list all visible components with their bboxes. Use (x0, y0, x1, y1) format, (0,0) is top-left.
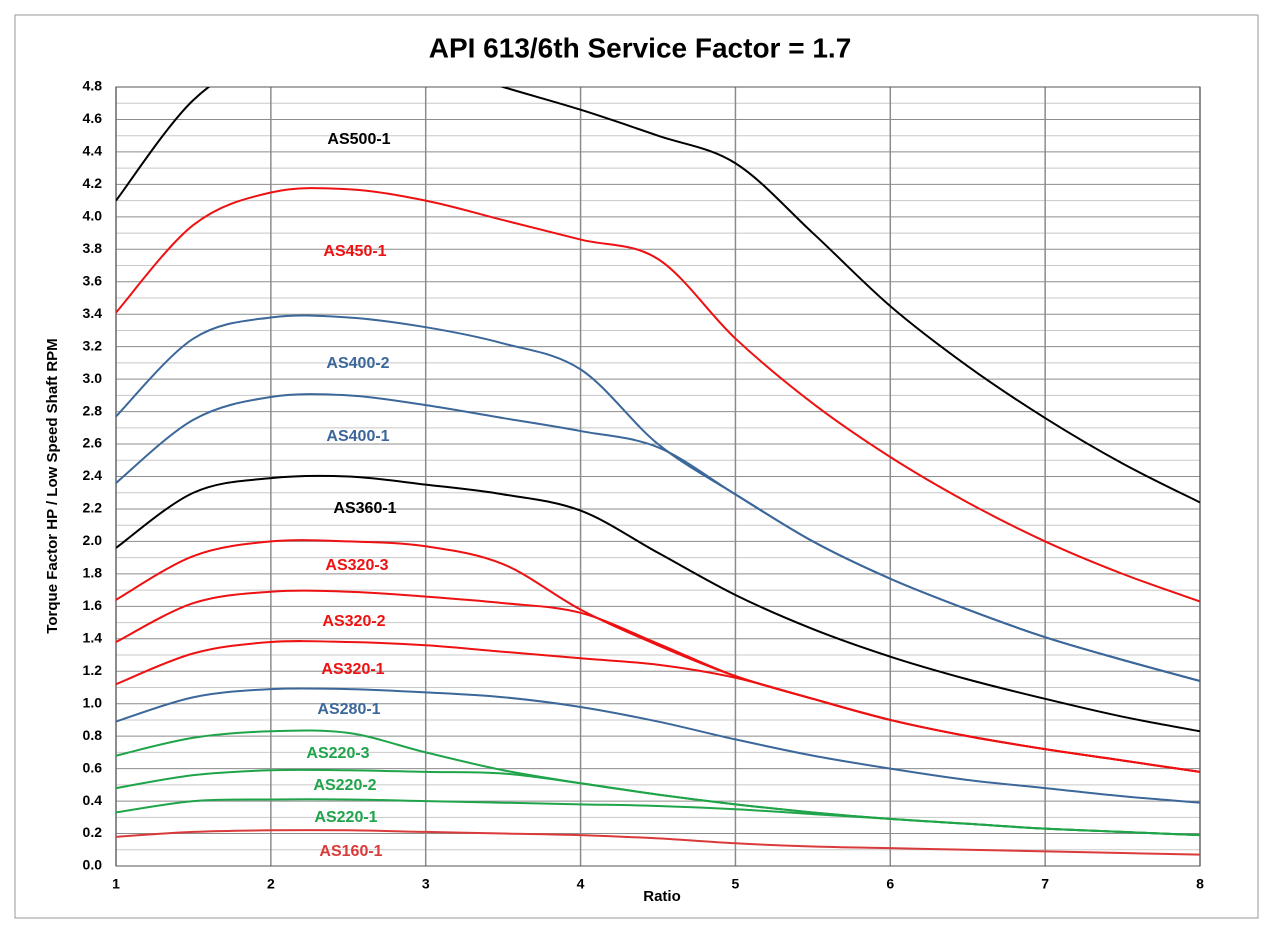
y-tick-label: 1.4 (83, 629, 103, 645)
series-label: AS160-1 (319, 843, 382, 860)
series-line (116, 640, 1200, 773)
y-tick-label: 2.2 (83, 500, 103, 516)
y-tick-label: 0.0 (83, 857, 103, 873)
x-tick-label: 1 (112, 876, 120, 892)
series-label: AS280-1 (317, 701, 380, 718)
y-tick-label: 2.0 (83, 532, 103, 548)
series-line (116, 187, 1200, 603)
plot-lines (116, 87, 1200, 856)
chart-frame (14, 14, 1259, 919)
series-label: AS400-2 (326, 355, 389, 372)
y-axis-label: Torque Factor HP / Low Speed Shaft RPM (44, 338, 61, 633)
y-tick-label: 1.8 (83, 565, 103, 581)
series-label: AS320-3 (325, 557, 388, 574)
series-line (116, 87, 1200, 504)
series-line (116, 687, 1200, 804)
y-tick-label: 2.6 (83, 435, 103, 451)
y-tick-label: 4.0 (83, 208, 103, 224)
series-label: AS320-1 (321, 661, 384, 678)
y-tick-label: 2.4 (83, 467, 103, 483)
x-tick-label: 4 (577, 876, 585, 892)
y-tick-label: 0.6 (83, 759, 103, 775)
y-tick-label: 0.8 (83, 727, 103, 743)
y-tick-label: 4.2 (83, 175, 103, 191)
series-label: AS360-1 (333, 500, 396, 517)
y-tick-label: 4.8 (83, 78, 103, 94)
y-tick-label: 4.6 (83, 110, 103, 126)
x-tick-label: 2 (267, 876, 275, 892)
y-tick-label: 3.4 (83, 305, 103, 321)
x-tick-label: 7 (1041, 876, 1049, 892)
series-label: AS320-2 (322, 613, 385, 630)
y-tick-label: 4.4 (83, 143, 103, 159)
series-label: AS220-1 (314, 809, 377, 826)
y-tick-label: 0.4 (83, 792, 103, 808)
series-label: AS450-1 (323, 243, 386, 260)
y-tick-label: 1.0 (83, 694, 103, 710)
y-tick-label: 1.6 (83, 597, 103, 613)
y-tick-label: 3.0 (83, 370, 103, 386)
series-label: AS400-1 (326, 428, 389, 445)
x-tick-label: 5 (732, 876, 740, 892)
y-tick-label: 2.8 (83, 402, 103, 418)
y-tick-label: 1.2 (83, 662, 103, 678)
x-tick-label: 3 (422, 876, 430, 892)
y-tick-label: 0.2 (83, 824, 103, 840)
y-tick-label: 3.8 (83, 240, 103, 256)
x-tick-label: 6 (886, 876, 894, 892)
chart-title: API 613/6th Service Factor = 1.7 (429, 32, 852, 63)
series-line (116, 829, 1200, 856)
series-label: AS220-2 (313, 777, 376, 794)
series-label: AS220-3 (306, 745, 369, 762)
series-line (116, 393, 1200, 682)
series-line (116, 798, 1200, 837)
x-tick-label: 8 (1196, 876, 1204, 892)
y-tick-label: 3.2 (83, 337, 103, 353)
plot-border (115, 86, 1201, 867)
series-label: AS500-1 (327, 131, 390, 148)
series-line (116, 474, 1200, 733)
x-axis-label: Ratio (643, 888, 681, 905)
y-tick-label: 3.6 (83, 272, 103, 288)
